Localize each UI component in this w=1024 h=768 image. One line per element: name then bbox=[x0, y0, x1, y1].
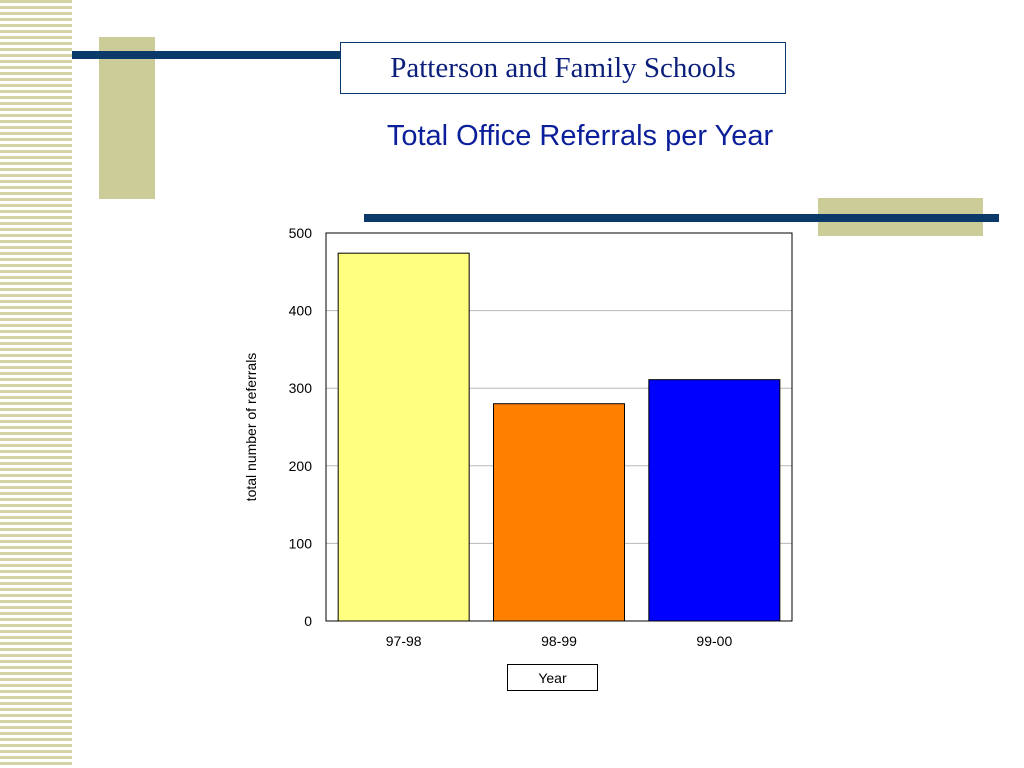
bar bbox=[648, 379, 781, 622]
slide-subtitle: Total Office Referrals per Year bbox=[386, 120, 774, 152]
y-tick-label: 400 bbox=[289, 303, 313, 319]
x-axis-label: Year bbox=[507, 664, 598, 691]
decorative-navy-line-mid bbox=[364, 214, 999, 222]
decorative-beige-block-left bbox=[99, 37, 155, 199]
y-tick-label: 0 bbox=[304, 613, 312, 629]
decorative-stripes bbox=[0, 0, 72, 768]
y-tick-label: 100 bbox=[289, 535, 313, 551]
y-tick-label: 500 bbox=[289, 225, 313, 241]
x-tick-label: 99-00 bbox=[696, 633, 732, 649]
y-tick-label: 300 bbox=[289, 380, 313, 396]
slide-title: Patterson and Family Schools bbox=[340, 42, 786, 94]
bar bbox=[493, 403, 625, 622]
x-tick-label: 98-99 bbox=[541, 633, 577, 649]
decorative-navy-line-top bbox=[72, 51, 348, 59]
y-tick-label: 200 bbox=[289, 458, 313, 474]
y-axis-label: total number of referrals bbox=[243, 353, 259, 502]
x-tick-label: 97-98 bbox=[386, 633, 422, 649]
bar bbox=[337, 252, 470, 622]
